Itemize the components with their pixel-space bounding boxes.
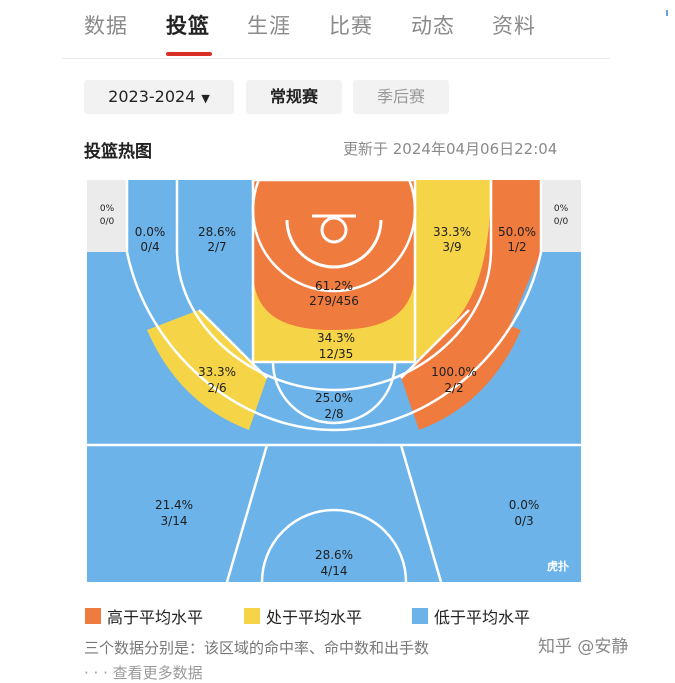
mid-left-wing-count: 2/6 <box>207 381 226 395</box>
three-left-wing-pct: 21.4% <box>155 498 193 512</box>
shot-heatmap: 0% 0/0 0% 0/0 0.0% 0/4 28.6% 2/7 61.2% 2… <box>87 180 581 582</box>
legend-low: 低于平均水平 <box>412 605 530 627</box>
legend-high: 高于平均水平 <box>85 605 203 627</box>
three-left-corner-pct: 0.0% <box>135 225 166 239</box>
zone-corner-right <box>541 180 581 252</box>
section-title: 投篮热图 <box>84 142 152 162</box>
zone-mid-left-wing <box>147 310 267 430</box>
playoff-button[interactable]: 季后赛 <box>353 80 449 114</box>
three-right-wing-count: 0/3 <box>514 514 533 528</box>
stats-note: 三个数据分别是：该区域的命中率、命中数和出手数 <box>84 639 430 657</box>
zone-corner-left <box>87 180 127 252</box>
legend-low-label: 低于平均水平 <box>434 608 531 627</box>
corner-left-count: 0/0 <box>100 217 115 227</box>
season-select[interactable]: 2023-2024 ▼ <box>84 80 234 114</box>
three-top-count: 4/14 <box>321 564 348 578</box>
active-tab-indicator <box>166 52 212 56</box>
three-right-corner-count: 1/2 <box>507 240 526 254</box>
mid-top-count: 2/8 <box>324 407 343 421</box>
three-right-wing-pct: 0.0% <box>509 498 540 512</box>
paint-count: 12/35 <box>319 347 354 361</box>
legend-mid: 处于平均水平 <box>244 605 362 627</box>
season-value: 2023-2024 <box>108 87 196 106</box>
three-left-corner-count: 0/4 <box>140 240 159 254</box>
paint-pct: 34.3% <box>317 331 355 345</box>
zhihu-watermark: 知乎 @安静 <box>538 637 629 657</box>
mid-left-baseline-pct: 28.6% <box>198 225 236 239</box>
restricted-count: 279/456 <box>309 294 359 308</box>
regular-season-button[interactable]: 常规赛 <box>246 80 342 114</box>
mid-right-wing-count: 2/2 <box>444 381 463 395</box>
tab-games[interactable]: 比赛 <box>329 14 373 38</box>
corner-left-pct: 0% <box>100 204 115 214</box>
corner-right-pct: 0% <box>554 204 569 214</box>
mid-right-wing-pct: 100.0% <box>431 365 477 379</box>
zone-mid-left-baseline <box>127 180 253 360</box>
update-time: 更新于 2024年04月06日22:04 <box>343 140 558 158</box>
restricted-pct: 61.2% <box>315 279 353 293</box>
corner-right-count: 0/0 <box>554 217 569 227</box>
zone-mid-right-wing <box>401 310 521 430</box>
tab-bar: 数据 投篮 生涯 比赛 动态 资料 <box>62 0 668 59</box>
three-right-corner-pct: 50.0% <box>498 225 536 239</box>
legend-mid-label: 处于平均水平 <box>266 608 363 627</box>
tab-data[interactable]: 数据 <box>84 14 128 38</box>
tab-profile[interactable]: 资料 <box>492 14 536 38</box>
scroll-indicator <box>666 10 668 16</box>
three-top-pct: 28.6% <box>315 548 353 562</box>
mid-right-baseline-pct: 33.3% <box>433 225 471 239</box>
legend-mid-swatch <box>244 608 260 624</box>
caret-down-icon: ▼ <box>201 92 210 105</box>
tab-shooting[interactable]: 投篮 <box>166 14 210 38</box>
mid-left-wing-pct: 33.3% <box>198 365 236 379</box>
legend-high-label: 高于平均水平 <box>107 608 204 627</box>
mid-left-baseline-count: 2/7 <box>207 240 226 254</box>
mid-right-baseline-count: 3/9 <box>442 240 461 254</box>
legend-high-swatch <box>85 608 101 624</box>
tab-news[interactable]: 动态 <box>411 14 455 38</box>
more-data-link[interactable]: · · · 查看更多数据 <box>84 664 203 682</box>
zone-paint-top <box>273 362 395 423</box>
three-left-wing-count: 3/14 <box>161 514 188 528</box>
tab-career[interactable]: 生涯 <box>247 14 291 38</box>
legend-low-swatch <box>412 608 428 624</box>
mid-top-pct: 25.0% <box>315 391 353 405</box>
hupu-logo: 虎扑 <box>547 559 569 573</box>
